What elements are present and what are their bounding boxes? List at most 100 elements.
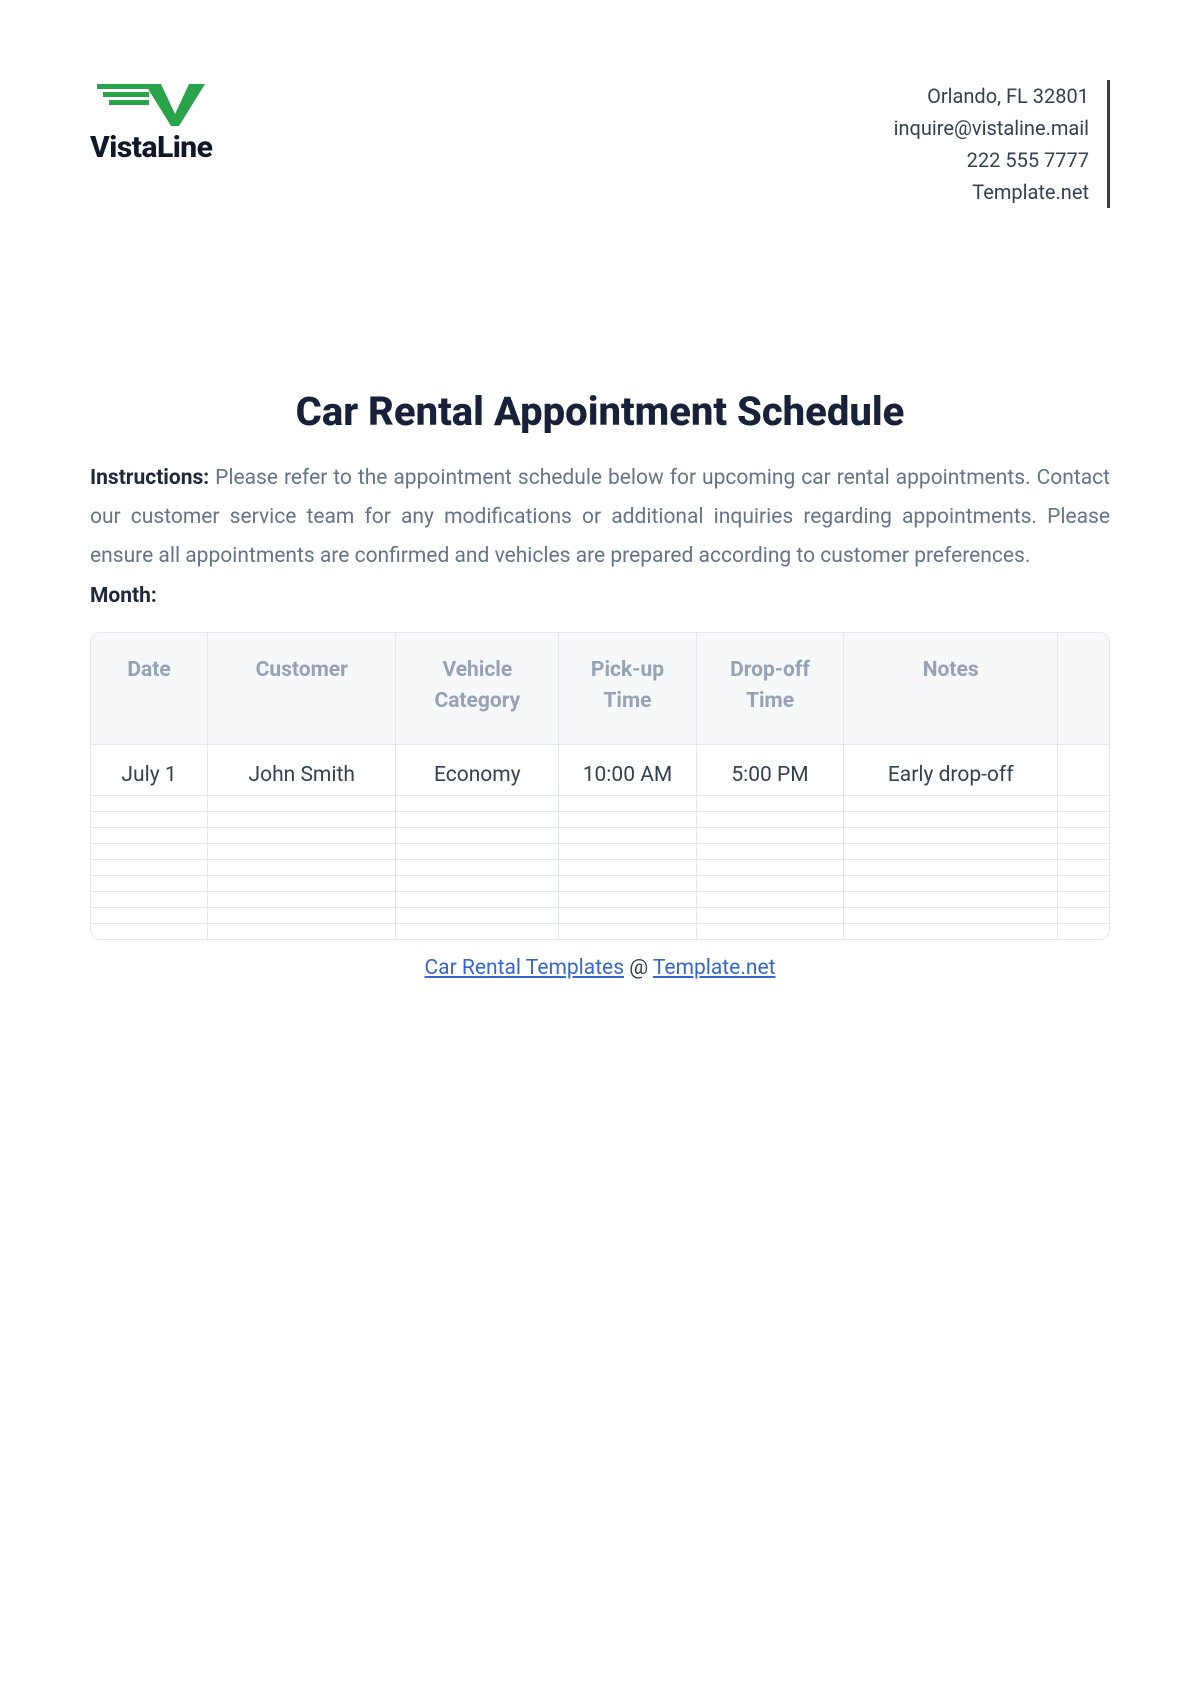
cell-empty — [697, 860, 845, 875]
vistaline-logo-icon — [91, 80, 211, 128]
cell-empty — [396, 828, 559, 843]
cell-empty — [559, 924, 696, 939]
cell-empty — [208, 908, 396, 923]
table-header-row: Date Customer Vehicle Category Pick-up T… — [91, 633, 1109, 744]
cell-date: July 1 — [91, 745, 208, 795]
cell-empty — [1058, 796, 1109, 811]
cell-empty — [396, 876, 559, 891]
cell-empty — [91, 892, 208, 907]
col-header-blank — [1058, 633, 1109, 744]
instructions-label: Instructions: — [90, 466, 209, 490]
cell-empty — [697, 812, 845, 827]
footer-separator: @ — [624, 956, 653, 980]
cell-empty — [91, 812, 208, 827]
table-row: July 1 John Smith Economy 10:00 AM 5:00 … — [91, 744, 1109, 795]
cell-empty — [208, 924, 396, 939]
cell-empty — [697, 892, 845, 907]
footer-links: Car Rental Templates @ Template.net — [90, 956, 1110, 980]
table-row-empty — [91, 827, 1109, 843]
instructions-body: Please refer to the appointment schedule… — [90, 466, 1110, 568]
cell-empty — [396, 892, 559, 907]
cell-empty — [1058, 908, 1109, 923]
table-row-empty — [91, 843, 1109, 859]
contact-email: inquire@vistaline.mail — [894, 112, 1089, 144]
cell-empty — [91, 844, 208, 859]
table-row-empty — [91, 875, 1109, 891]
schedule-table: Date Customer Vehicle Category Pick-up T… — [90, 632, 1110, 940]
month-label: Month: — [90, 584, 1110, 608]
cell-empty — [208, 892, 396, 907]
table-row-empty — [91, 795, 1109, 811]
cell-empty — [91, 828, 208, 843]
cell-pickup: 10:00 AM — [559, 745, 696, 795]
table-row-empty — [91, 907, 1109, 923]
cell-empty — [844, 892, 1058, 907]
cell-empty — [559, 892, 696, 907]
brand-logo-block: VistaLine — [90, 80, 212, 165]
cell-empty — [559, 876, 696, 891]
cell-empty — [91, 860, 208, 875]
cell-empty — [1058, 860, 1109, 875]
col-header-vehicle: Vehicle Category — [396, 633, 559, 744]
cell-empty — [844, 844, 1058, 859]
instructions-paragraph: Instructions: Please refer to the appoin… — [90, 459, 1110, 576]
cell-empty — [844, 828, 1058, 843]
cell-empty — [559, 844, 696, 859]
cell-empty — [1058, 828, 1109, 843]
cell-empty — [1058, 812, 1109, 827]
cell-empty — [844, 812, 1058, 827]
cell-empty — [844, 908, 1058, 923]
cell-empty — [559, 796, 696, 811]
cell-empty — [559, 908, 696, 923]
cell-empty — [697, 924, 845, 939]
header: VistaLine Orlando, FL 32801 inquire@vist… — [90, 80, 1110, 208]
cell-empty — [208, 876, 396, 891]
cell-customer: John Smith — [208, 745, 396, 795]
cell-empty — [396, 908, 559, 923]
cell-empty — [559, 828, 696, 843]
cell-empty — [396, 844, 559, 859]
empty-rows-container — [91, 795, 1109, 939]
cell-empty — [1058, 844, 1109, 859]
cell-empty — [1058, 924, 1109, 939]
cell-empty — [396, 924, 559, 939]
cell-empty — [697, 908, 845, 923]
cell-empty — [208, 844, 396, 859]
cell-empty — [91, 908, 208, 923]
cell-empty — [208, 860, 396, 875]
brand-name: VistaLine — [90, 130, 212, 165]
cell-notes: Early drop-off — [844, 745, 1058, 795]
col-header-customer: Customer — [208, 633, 396, 744]
contact-address: Orlando, FL 32801 — [894, 80, 1089, 112]
cell-empty — [208, 828, 396, 843]
cell-empty — [697, 844, 845, 859]
cell-empty — [844, 924, 1058, 939]
page-title: Car Rental Appointment Schedule — [90, 388, 1110, 435]
cell-empty — [208, 796, 396, 811]
cell-empty — [208, 812, 396, 827]
cell-empty — [844, 860, 1058, 875]
cell-empty — [559, 860, 696, 875]
contact-phone: 222 555 7777 — [894, 144, 1089, 176]
table-row-empty — [91, 923, 1109, 939]
table-row-empty — [91, 891, 1109, 907]
cell-dropoff: 5:00 PM — [697, 745, 845, 795]
cell-empty — [844, 876, 1058, 891]
cell-empty — [1058, 892, 1109, 907]
cell-empty — [844, 796, 1058, 811]
cell-empty — [697, 796, 845, 811]
table-row-empty — [91, 859, 1109, 875]
col-header-dropoff: Drop-off Time — [697, 633, 845, 744]
cell-vehicle: Economy — [396, 745, 559, 795]
cell-empty — [697, 828, 845, 843]
cell-empty — [559, 812, 696, 827]
cell-empty — [396, 796, 559, 811]
footer-link-templates[interactable]: Car Rental Templates — [425, 956, 625, 980]
cell-empty — [396, 860, 559, 875]
cell-empty — [91, 924, 208, 939]
cell-empty — [91, 796, 208, 811]
col-header-pickup: Pick-up Time — [559, 633, 696, 744]
contact-block: Orlando, FL 32801 inquire@vistaline.mail… — [894, 80, 1110, 208]
cell-blank — [1058, 745, 1109, 795]
footer-link-site[interactable]: Template.net — [653, 956, 776, 980]
